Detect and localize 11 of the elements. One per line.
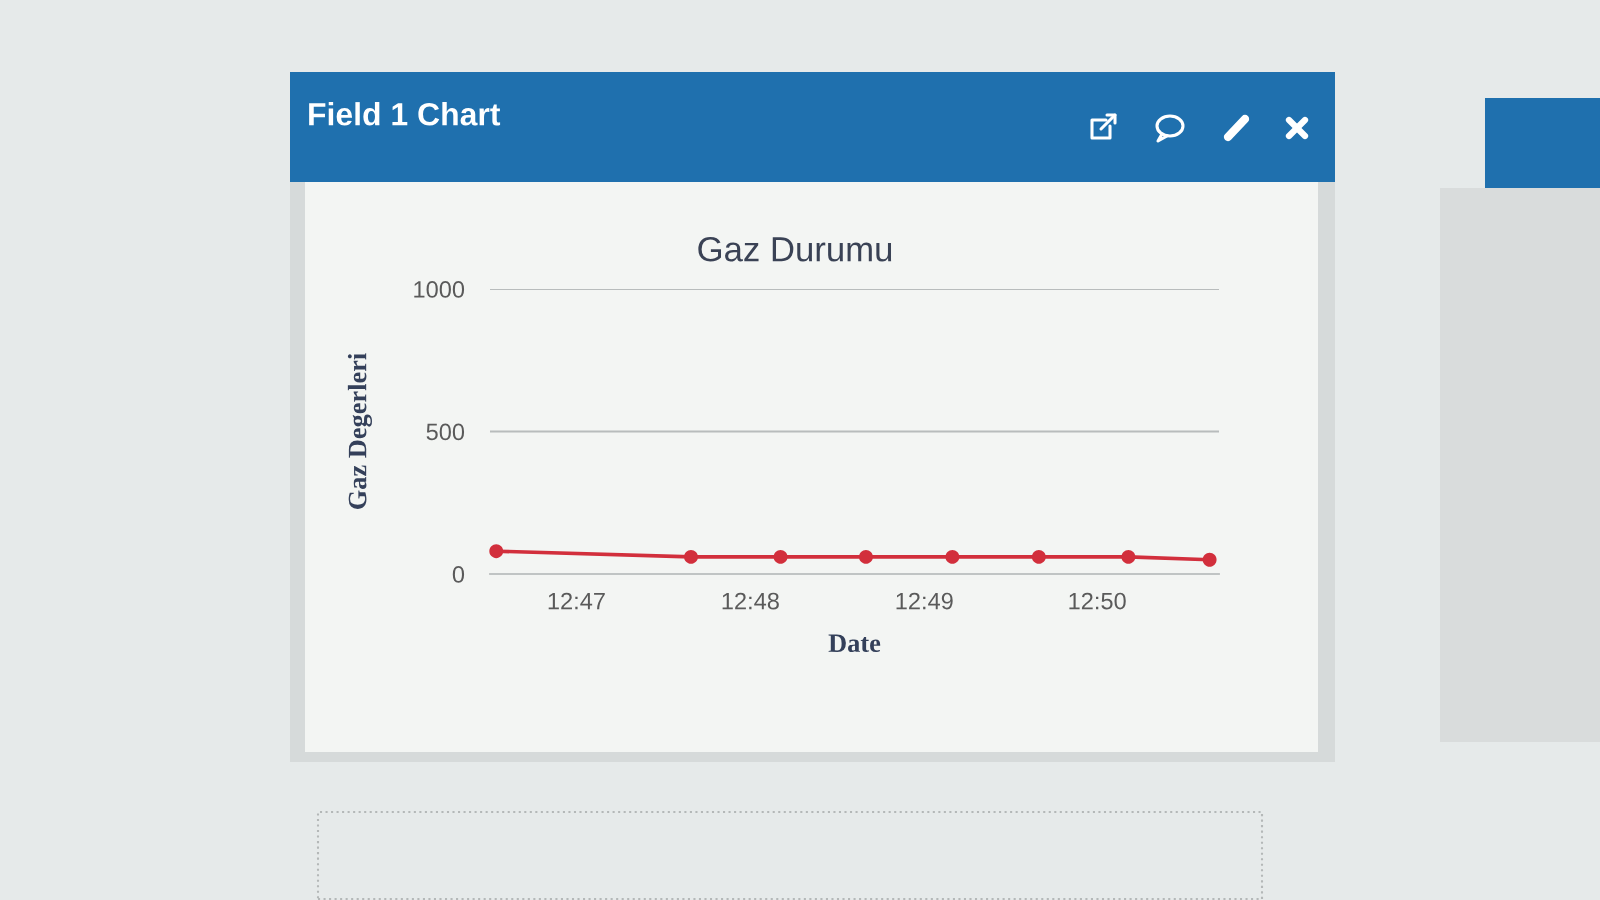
y-tick-label: 1000 <box>414 281 465 298</box>
y-axis-title: Gaz Degerleri <box>347 353 372 509</box>
chart-title: Gaz Durumu <box>698 236 892 262</box>
x-tick-label: 12:47 <box>548 592 605 610</box>
y-tick-label: 500 <box>426 423 465 441</box>
x-tick-label: 12:49 <box>896 592 953 610</box>
x-tick-label: 12:48 <box>722 592 779 610</box>
x-axis-title: Date <box>828 634 881 653</box>
x-tick-label: 12:50 <box>1069 592 1126 610</box>
text: Field 1 Chart <box>309 102 501 126</box>
y-tick-label: 0 <box>452 566 465 583</box>
